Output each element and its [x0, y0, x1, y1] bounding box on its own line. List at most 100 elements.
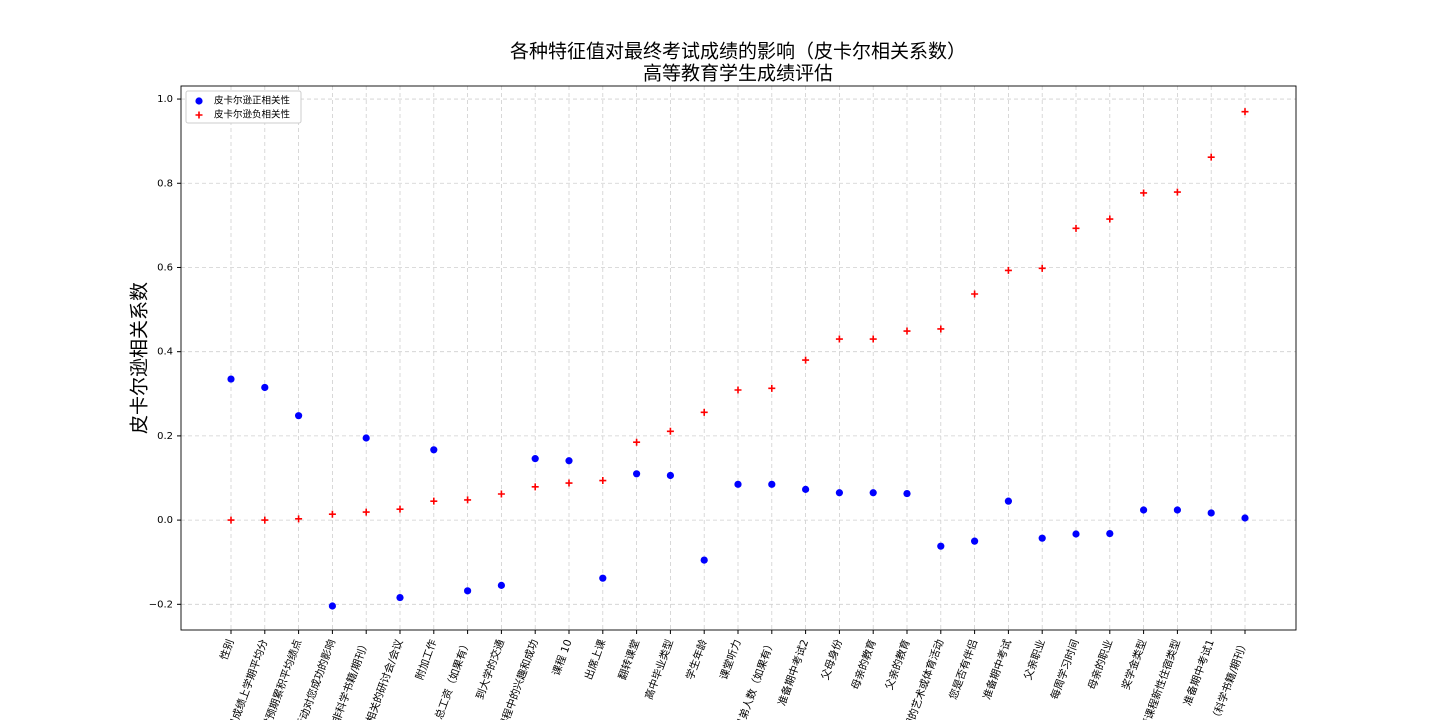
x-tick-label: 相关的研讨会/会议	[363, 637, 405, 720]
plus-point	[903, 327, 911, 335]
y-tick-label: 0.0	[157, 515, 173, 526]
y-tick-label: 0.8	[157, 178, 173, 189]
x-tick-label: （科学书籍/期刊）	[1208, 638, 1250, 720]
plus-point	[666, 427, 674, 435]
x-tick-label: 您是否有伴侣	[946, 638, 980, 702]
x-tick-label: 父亲的教育	[882, 638, 912, 692]
plus-point	[362, 508, 370, 516]
point	[1072, 530, 1080, 538]
x-tick-label: 准备期中考试2	[775, 638, 811, 708]
y-axis-label: 皮卡尔逊相关系数	[129, 282, 151, 434]
plus-point	[768, 384, 776, 392]
plot-frame	[180, 85, 1297, 631]
point	[835, 489, 844, 497]
point	[1173, 506, 1181, 514]
point	[430, 446, 438, 454]
plus-point	[195, 111, 203, 119]
plus-point	[869, 335, 877, 343]
point	[195, 97, 203, 105]
plus-point	[1004, 266, 1012, 274]
legend-label: 皮卡尔逊负相关性	[214, 109, 291, 121]
point	[261, 383, 269, 392]
x-tick-label: 出席上课	[582, 637, 609, 681]
plus-point	[295, 515, 303, 523]
plus-point	[835, 335, 843, 343]
point	[869, 489, 877, 497]
point	[700, 556, 708, 564]
y-tick-label: 0.4	[157, 347, 173, 358]
point	[1241, 514, 1249, 522]
y-tick-label: 1.0	[157, 94, 173, 105]
x-tick-label: 非科学书籍/期刊）	[330, 638, 372, 720]
point	[734, 480, 742, 488]
point	[666, 471, 675, 480]
legend-box	[185, 90, 302, 124]
point	[531, 455, 539, 463]
plus-point	[734, 386, 742, 394]
plus-point	[1140, 189, 1148, 197]
plus-point	[328, 510, 336, 518]
plus-point	[565, 479, 573, 487]
point	[937, 542, 945, 550]
plus-point	[497, 490, 505, 498]
x-tick-label: 到大学的交通	[473, 637, 507, 701]
x-tick-label: 性别	[217, 638, 236, 662]
x-tick-label: 附加工作	[413, 637, 440, 681]
point	[768, 480, 776, 488]
x-tick-label: 母亲的教育	[849, 638, 879, 692]
point	[802, 485, 810, 493]
y-tick-label: −0.2	[149, 599, 173, 610]
point	[1004, 497, 1013, 505]
point	[328, 602, 336, 610]
point	[971, 537, 979, 545]
x-tick-label: 学生年龄	[683, 637, 710, 681]
legend-label: 皮卡尔逊正相关性	[214, 95, 291, 107]
point	[464, 587, 472, 595]
plus-point	[599, 477, 607, 485]
plus-point	[1038, 264, 1046, 272]
point	[1140, 506, 1148, 514]
plus-point	[464, 496, 472, 504]
point	[497, 581, 505, 589]
x-tick-label: 课程 10	[550, 638, 574, 678]
x-tick-label: 准备期中考试	[980, 637, 1014, 701]
plus-point	[1072, 224, 1080, 232]
plus-point	[1207, 153, 1215, 161]
point	[1038, 534, 1046, 542]
x-tick-label: 高中毕业类型	[642, 638, 676, 702]
plus-point	[1173, 188, 1181, 196]
plus-point	[1106, 215, 1114, 223]
plus-point	[633, 438, 641, 446]
plus-point	[396, 505, 404, 513]
y-tick-label: 0.6	[157, 262, 173, 273]
x-tick-label: 总工资（如果有）	[432, 638, 473, 720]
point	[227, 375, 235, 383]
point	[633, 470, 641, 478]
y-tick-label: 0.2	[157, 431, 173, 442]
x-tick-label: 母亲的职业	[1085, 638, 1115, 692]
x-tick-label: 父母身份	[818, 637, 845, 681]
point	[1106, 529, 1114, 538]
plus-point	[937, 325, 945, 333]
x-tick-label: 奖学金类型	[1119, 638, 1149, 692]
plus-point	[227, 516, 235, 524]
x-tick-label: 父亲职业	[1021, 638, 1048, 682]
x-tick-label: 课堂听力	[717, 638, 744, 682]
point	[1207, 509, 1215, 517]
plus-point	[261, 516, 269, 524]
plus-point	[971, 290, 979, 298]
point	[396, 593, 404, 602]
point	[565, 457, 573, 465]
chart-title: 各种特征值对最终考试成绩的影响（皮卡尔相关系数）	[510, 41, 966, 63]
chart-subtitle: 高等教育学生成绩评估	[643, 63, 833, 85]
point	[362, 434, 370, 442]
x-tick-label: 准备期中考试1	[1181, 638, 1217, 708]
x-tick-label: 翻转课堂	[616, 638, 643, 682]
point	[903, 489, 911, 498]
plus-point	[1241, 108, 1249, 116]
plus-point	[531, 483, 539, 491]
point	[295, 412, 303, 420]
plus-point	[430, 497, 438, 505]
x-tick-label: 每周学习时间	[1048, 638, 1082, 702]
